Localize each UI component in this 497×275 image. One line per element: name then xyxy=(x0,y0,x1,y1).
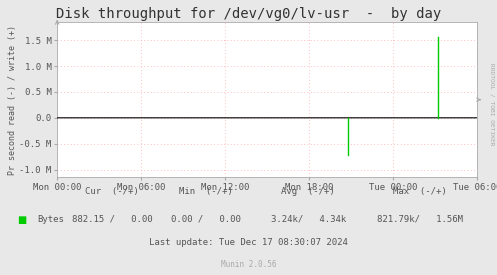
Text: 0.00 /   0.00: 0.00 / 0.00 xyxy=(171,214,241,224)
Text: Bytes: Bytes xyxy=(37,214,64,224)
Text: 882.15 /   0.00: 882.15 / 0.00 xyxy=(72,214,152,224)
Text: Munin 2.0.56: Munin 2.0.56 xyxy=(221,260,276,269)
Text: RRDTOOL / TOBI OETIKER: RRDTOOL / TOBI OETIKER xyxy=(490,63,495,146)
Y-axis label: Pr second read (-) / write (+): Pr second read (-) / write (+) xyxy=(7,25,16,175)
Text: Min  (-/+): Min (-/+) xyxy=(179,187,233,196)
Text: Disk throughput for /dev/vg0/lv-usr  -  by day: Disk throughput for /dev/vg0/lv-usr - by… xyxy=(56,7,441,21)
Text: 3.24k/   4.34k: 3.24k/ 4.34k xyxy=(270,214,346,224)
Text: Last update: Tue Dec 17 08:30:07 2024: Last update: Tue Dec 17 08:30:07 2024 xyxy=(149,238,348,247)
Text: Avg  (-/+): Avg (-/+) xyxy=(281,187,335,196)
Text: ■: ■ xyxy=(17,214,27,224)
Text: Cur  (-/+): Cur (-/+) xyxy=(85,187,139,196)
Text: 821.79k/   1.56M: 821.79k/ 1.56M xyxy=(377,214,463,224)
Text: Max  (-/+): Max (-/+) xyxy=(393,187,447,196)
